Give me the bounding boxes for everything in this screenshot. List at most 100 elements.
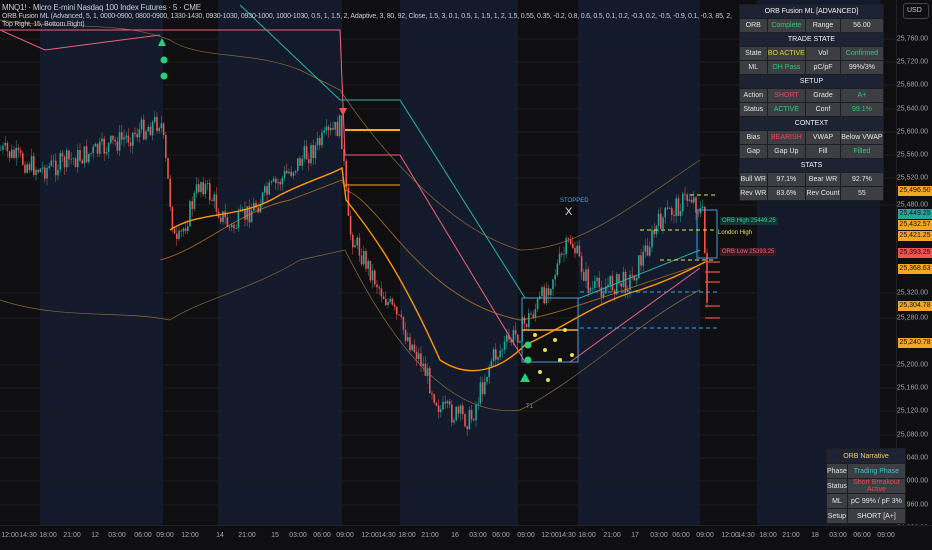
candle xyxy=(365,250,367,269)
candle xyxy=(228,226,231,228)
time-label: 12:00 xyxy=(721,532,739,539)
candle xyxy=(523,317,526,324)
time-label: 12:00 xyxy=(181,532,199,539)
price-axis[interactable]: USD 25,760.00 25,720.00 25,680.00 25,640.00… xyxy=(896,0,932,532)
candle xyxy=(162,123,165,136)
candle xyxy=(171,206,174,230)
candle xyxy=(470,410,473,420)
candle xyxy=(477,403,479,405)
candle xyxy=(330,128,332,131)
candle xyxy=(336,121,339,137)
orb-box-current xyxy=(696,209,718,259)
candle xyxy=(574,248,576,254)
candle xyxy=(638,255,640,279)
candle xyxy=(145,131,147,140)
price-label: 25,320.00 xyxy=(896,289,928,297)
candle xyxy=(627,289,629,292)
time-label: 03:00 xyxy=(650,532,668,539)
candle xyxy=(321,132,323,146)
candle xyxy=(561,253,563,255)
currency-button[interactable]: USD xyxy=(903,3,929,19)
time-axis[interactable]: 12:00 14:30 18:00 21:00 12 03:00 06:00 09:00 12:… xyxy=(0,525,932,550)
candle xyxy=(492,349,495,361)
candle xyxy=(303,146,306,159)
candle xyxy=(173,229,176,234)
candle xyxy=(664,207,666,218)
candle xyxy=(651,229,653,248)
candle xyxy=(488,366,490,377)
time-label: 16 xyxy=(451,532,459,539)
time-label: 12:00 xyxy=(541,532,559,539)
triangle-up-icon xyxy=(520,373,530,382)
time-label: 09:00 xyxy=(696,532,714,539)
candle xyxy=(184,228,187,232)
candle xyxy=(649,247,651,256)
candle xyxy=(517,334,519,343)
candle xyxy=(127,135,130,143)
candle xyxy=(211,200,213,202)
candle xyxy=(132,132,134,146)
candle xyxy=(475,404,477,421)
time-label: 14:30 xyxy=(19,532,37,539)
candle xyxy=(576,245,578,254)
price-label: 25,200.00 xyxy=(896,361,928,369)
bull-wr-label: Bull WR xyxy=(739,172,768,187)
candle xyxy=(706,252,708,303)
bias-value: BEARISH xyxy=(766,130,807,145)
candle xyxy=(215,194,218,212)
candle xyxy=(420,353,422,367)
candle xyxy=(501,349,504,351)
candle xyxy=(547,288,550,296)
candle xyxy=(695,197,697,213)
candle xyxy=(74,158,77,168)
rev-count-value: 55 xyxy=(839,186,885,201)
bull-wr-value: 97.1% xyxy=(766,172,807,187)
candle xyxy=(187,226,189,232)
price-chart[interactable] xyxy=(0,0,896,525)
narrative-title: ORB Narrative xyxy=(826,448,906,464)
candle xyxy=(367,260,369,269)
time-label: 18:00 xyxy=(39,532,57,539)
candle xyxy=(396,306,398,315)
candle xyxy=(354,245,356,248)
candle xyxy=(213,194,215,202)
rev-wr-label: Rev WR xyxy=(739,186,768,201)
candle xyxy=(68,150,70,160)
candle xyxy=(48,166,50,168)
candle xyxy=(624,271,627,292)
candle xyxy=(633,275,636,281)
candle xyxy=(250,210,253,223)
candle xyxy=(679,211,682,216)
candle xyxy=(33,156,35,175)
time-label: 12 xyxy=(91,532,99,539)
candle xyxy=(413,344,416,352)
candle xyxy=(616,274,618,295)
stopped-label: STOPPED xyxy=(560,198,589,204)
orb-value: Complete xyxy=(766,18,807,33)
candle xyxy=(140,119,143,130)
vol-label: Vol xyxy=(805,46,841,61)
candle xyxy=(94,143,97,147)
indicator-title[interactable]: ORB Fusion ML (Advanced, 5, 1, 0000-0900… xyxy=(2,13,732,28)
grade-value: A+ xyxy=(839,88,885,103)
price-label: 25,120.00 xyxy=(896,407,928,415)
candle xyxy=(189,201,191,227)
candle xyxy=(198,184,200,192)
candle xyxy=(6,142,9,152)
candle xyxy=(85,146,88,163)
gap-value: Gap Up xyxy=(766,144,807,159)
vwap-line-2 xyxy=(159,179,701,321)
time-label: 18:00 xyxy=(398,532,416,539)
candle xyxy=(490,360,493,367)
symbol-title[interactable]: MNQ1! · Micro E-mini Nasdaq 100 Index Fu… xyxy=(2,3,201,12)
candle xyxy=(660,213,662,229)
candle xyxy=(246,206,248,220)
candle xyxy=(90,153,92,154)
price-label: 25,640.00 xyxy=(896,105,928,113)
candle xyxy=(156,117,158,131)
candle xyxy=(259,204,262,213)
candle xyxy=(59,153,61,170)
candle xyxy=(294,170,297,173)
candle xyxy=(453,420,455,423)
candle xyxy=(602,293,605,297)
